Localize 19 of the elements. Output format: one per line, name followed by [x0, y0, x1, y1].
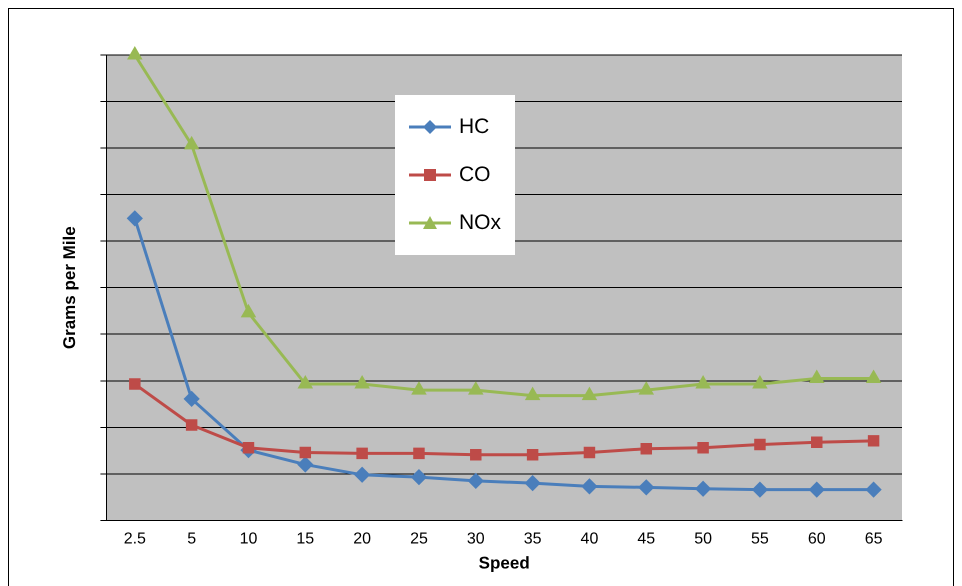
x-tick-label: 35: [524, 530, 542, 548]
x-tick-label: 45: [637, 530, 656, 548]
x-tick-label: 25: [410, 530, 428, 548]
x-tick-label: 2.5: [124, 530, 146, 548]
x-tick-label: 5: [187, 530, 196, 548]
x-tick-label: 30: [466, 530, 485, 548]
x-tick-label: 15: [296, 530, 314, 548]
x-tick-label: 40: [580, 530, 598, 548]
x-tick-label: 65: [864, 530, 883, 548]
x-tick-label: 20: [353, 530, 372, 548]
x-tick-label: 55: [751, 530, 769, 548]
legend-label: HC: [459, 115, 490, 139]
legend-label: NOx: [459, 211, 501, 235]
x-tick-label: 10: [240, 530, 258, 548]
y-axis-title: Grams per Mile: [60, 226, 79, 350]
x-tick-label: 60: [808, 530, 826, 548]
x-tick-label: 50: [694, 530, 712, 548]
legend-label: CO: [459, 163, 490, 187]
x-axis-title: Speed: [478, 553, 530, 572]
